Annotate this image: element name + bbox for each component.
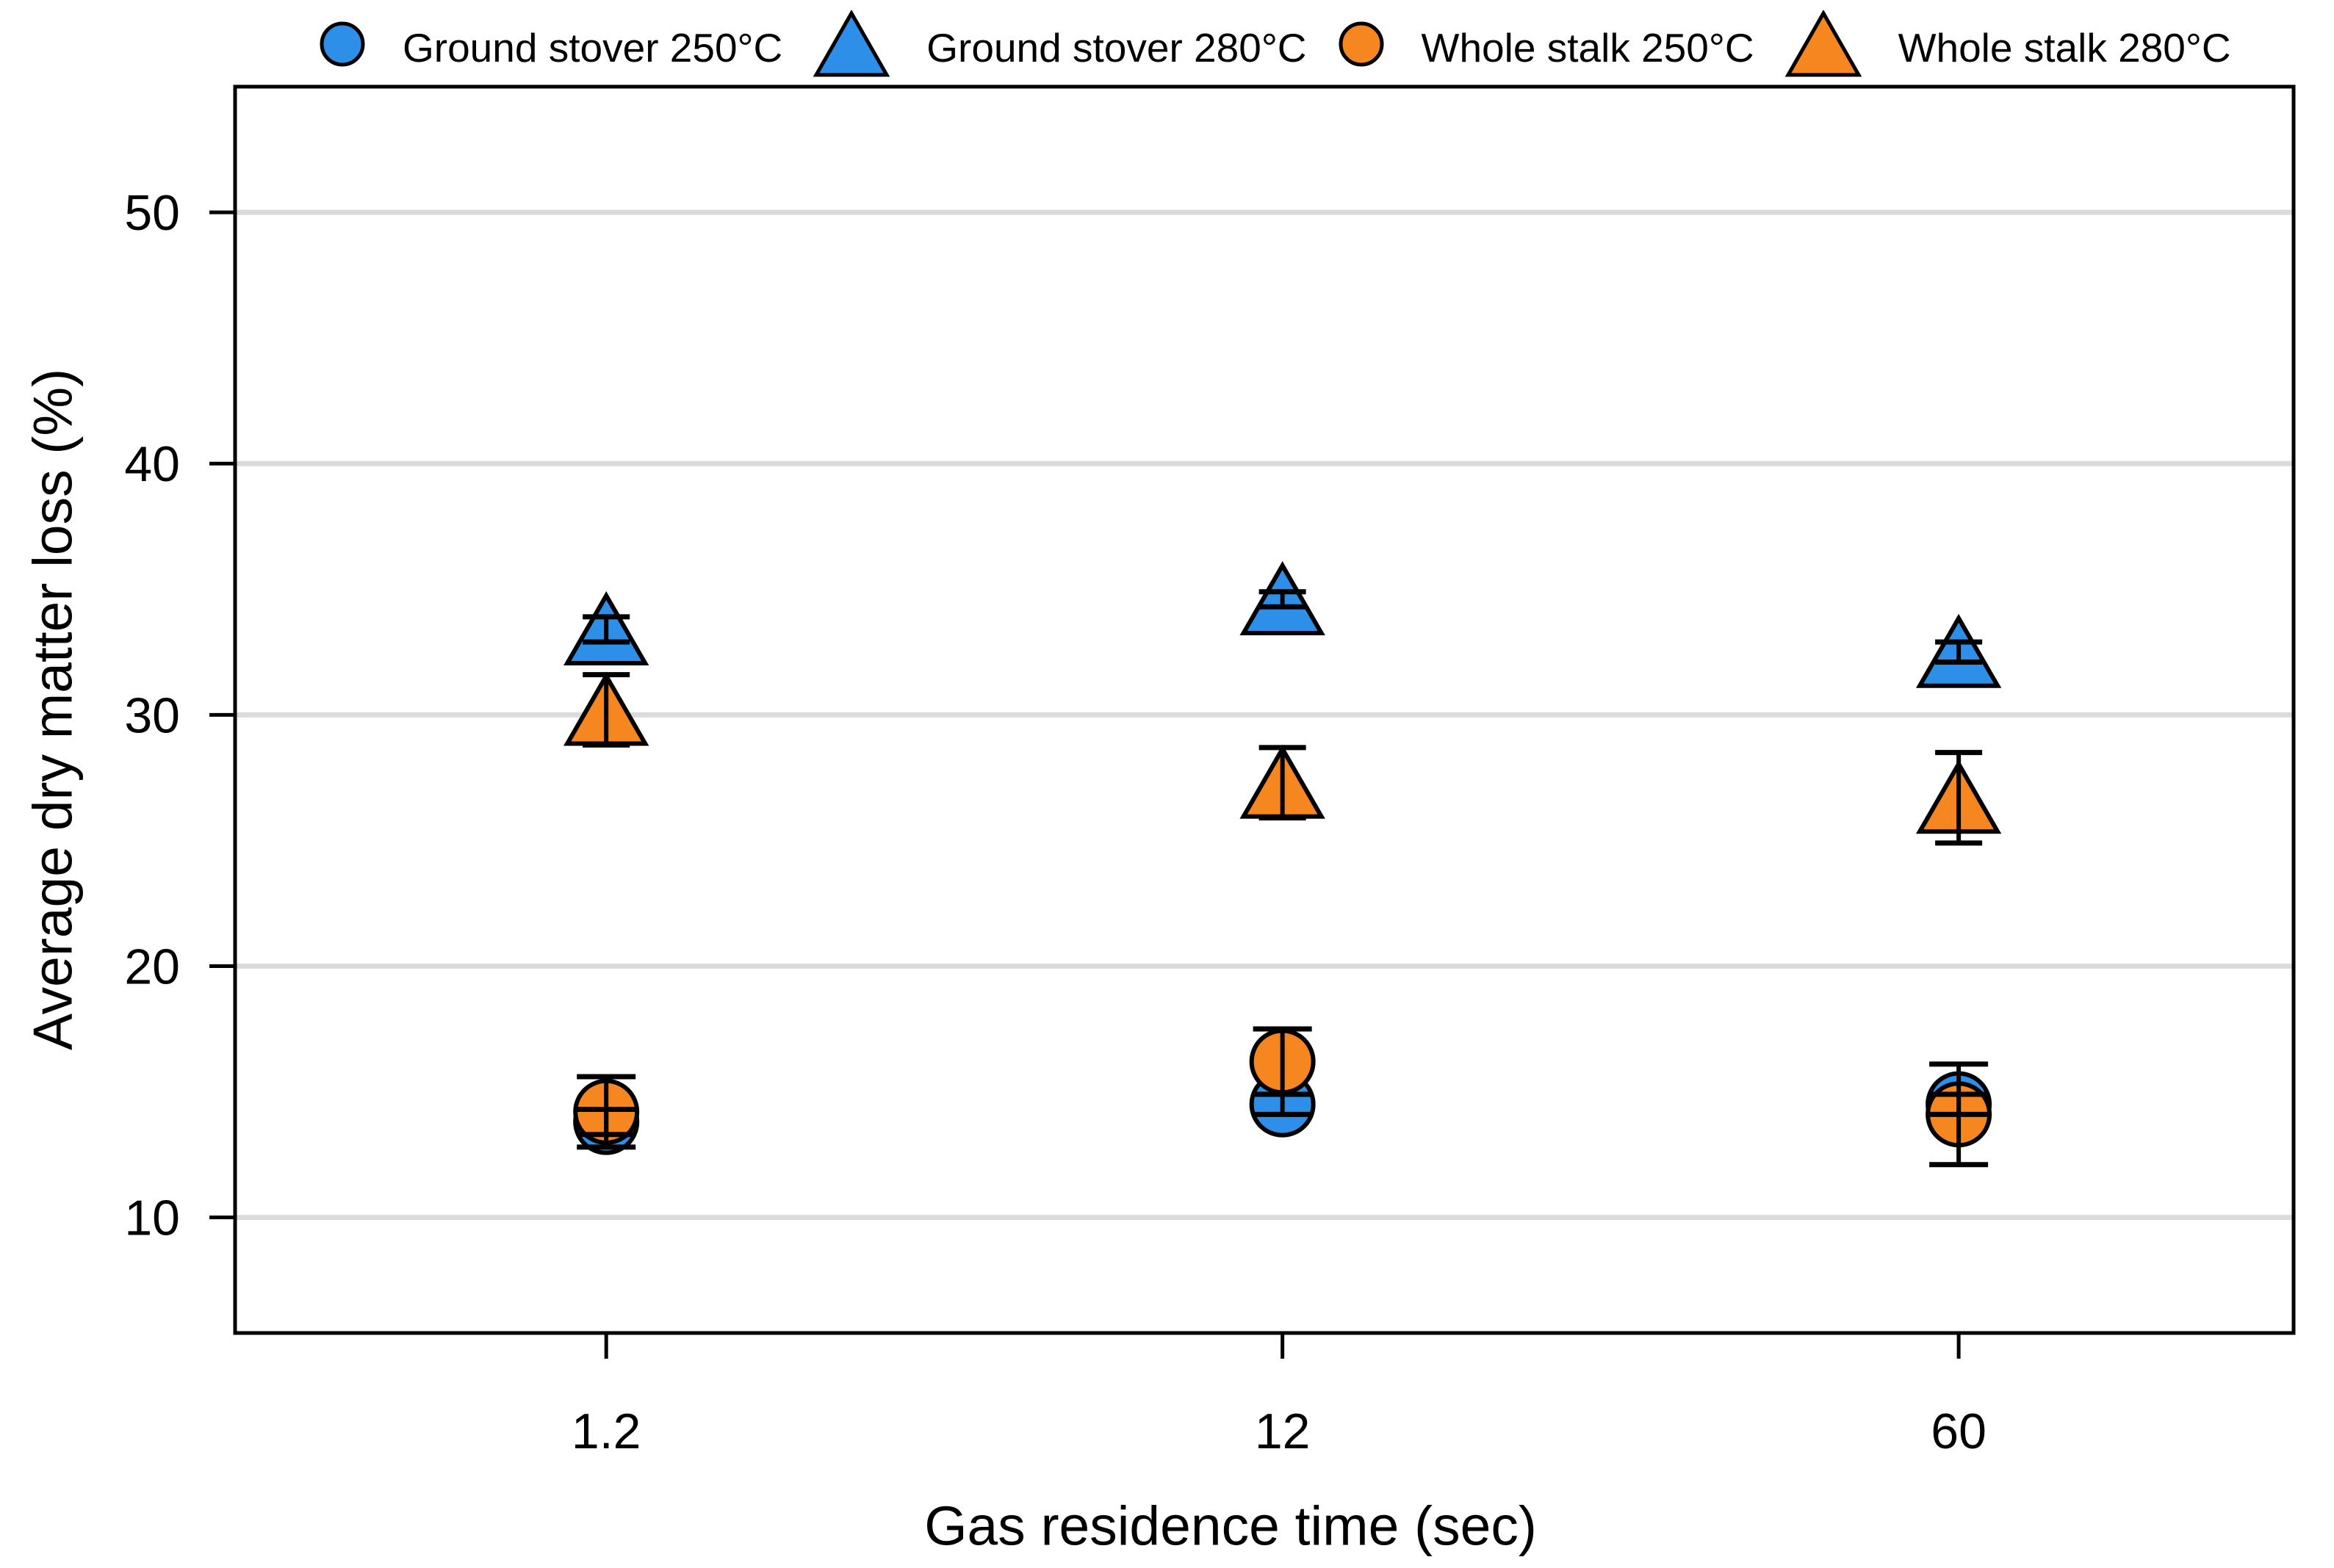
y-tick-label: 40	[124, 436, 180, 492]
triangle-marker-icon	[813, 10, 890, 77]
plot-border	[233, 84, 2296, 1335]
x-tick-label: 1.2	[572, 1403, 641, 1459]
y-tick-label: 50	[124, 185, 180, 241]
triangle-marker-icon	[1784, 10, 1862, 77]
y-tick-label: 10	[124, 1191, 180, 1246]
x-tick-label: 60	[1931, 1403, 1987, 1459]
legend: Ground stover 250°C Ground stover 280°C Wh…	[317, 7, 2231, 81]
circle-marker-icon	[320, 21, 365, 67]
triangle-marker-icon	[813, 10, 890, 77]
y-tick-label: 20	[124, 939, 180, 994]
legend-item-label: Ground stover 250°C	[403, 24, 783, 71]
y-tick-label: 30	[124, 687, 180, 743]
y-axis-title: Average dry matter loss (%)	[21, 368, 84, 1051]
legend-item: Whole stalk 280°C	[1784, 10, 2231, 78]
circle-marker-icon	[1339, 21, 1384, 67]
x-tick-label: 12	[1255, 1403, 1311, 1459]
legend-item-label: Whole stalk 280°C	[1898, 24, 2231, 71]
triangle-marker-icon	[1784, 10, 1862, 77]
x-axis-title: Gas residence time (sec)	[924, 1495, 1537, 1557]
legend-item: Whole stalk 250°C	[1336, 19, 1754, 69]
legend-item: Ground stover 280°C	[812, 10, 1307, 78]
legend-item-label: Whole stalk 250°C	[1421, 24, 1754, 71]
legend-item: Ground stover 250°C	[317, 19, 782, 69]
legend-item-label: Ground stover 280°C	[926, 24, 1307, 71]
circle-marker-icon	[320, 21, 365, 67]
circle-marker-icon	[1339, 21, 1384, 67]
